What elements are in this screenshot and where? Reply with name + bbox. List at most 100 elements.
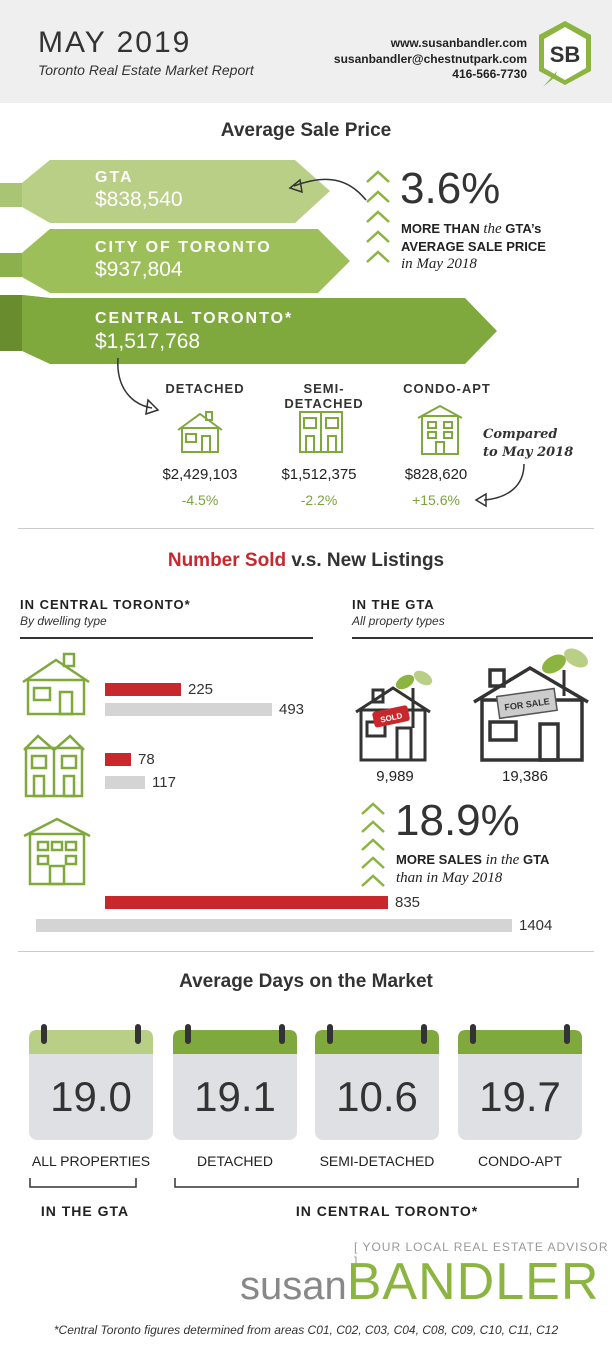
caption-gta: GTA [522, 852, 550, 867]
bar-listings-semi-detached [105, 776, 145, 789]
price-banners [0, 160, 497, 364]
banner-value-central: $1,517,768 [95, 330, 201, 353]
bar-listings-detached [105, 703, 272, 716]
gta-banner-shape [22, 160, 330, 223]
calendar-value: 19.7 [479, 1073, 561, 1120]
compared-note-line1: Compared [483, 427, 558, 442]
sold-house-icon: SOLD [355, 670, 433, 762]
section-divider [18, 528, 594, 529]
dwelling-label-condo: CONDO-APT [403, 381, 491, 396]
caption-in-may: in May 2018 [401, 256, 477, 272]
title-vs-listings: v.s. New Listings [291, 550, 445, 571]
header-band [0, 0, 612, 103]
detached-house-icon [22, 652, 90, 716]
calendar-icon [315, 1024, 439, 1140]
sales-caption: MORE SALES in the GTA than in May 2018 [396, 851, 549, 887]
caption-more-sales: MORE SALES [396, 852, 482, 867]
compared-arrow-icon [474, 463, 525, 508]
calendar-label: DETACHED [197, 1153, 273, 1169]
bar-sold-semi-detached [105, 753, 131, 766]
sold-listings-title: Number Sold v.s. New Listings [0, 550, 612, 572]
dwelling-price-semi: $1,512,375 [281, 466, 357, 483]
avg-price-title: Average Sale Price [220, 120, 392, 141]
advisor-tagline: [ YOUR LOCAL REAL ESTATE ADVISOR ] [354, 1240, 609, 1268]
caption-in-the: in the [485, 852, 520, 868]
central-subheading: By dwelling type [20, 614, 107, 628]
gta-sold-number: 9,989 [376, 768, 414, 785]
central-banner-shape [22, 295, 497, 364]
dwelling-change-condo: +15.6% [412, 492, 460, 508]
calendar-icon [173, 1024, 297, 1140]
banner-label-city: CITY OF TORONTO [95, 239, 272, 256]
calendar-value: 10.6 [336, 1073, 418, 1120]
contact-block: www.susanbandler.com susanbandler@chestn… [334, 36, 527, 83]
caption-avg-sale-price: AVERAGE SALE PRICE [401, 239, 546, 254]
bracket-label-gta: IN THE GTA [40, 1203, 130, 1219]
calendar-value: 19.0 [50, 1073, 132, 1120]
brackets [29, 1178, 579, 1188]
dwelling-label-detached: DETACHED [165, 381, 245, 396]
banner-value-gta: $838,540 [95, 188, 183, 211]
semi-detached-house-icon [23, 734, 85, 798]
banner-label-central: CENTRAL TORONTO* [95, 310, 294, 327]
banner-label-gta: GTA [95, 169, 134, 186]
gta-heading: IN THE GTA [352, 597, 435, 612]
semi-detached-house-icon [299, 411, 343, 453]
compared-note-line2: to May 2018 [483, 445, 574, 460]
calendar-label: ALL PROPERTIES [31, 1153, 151, 1169]
condo-building-icon [23, 817, 91, 886]
condo-building-icon [417, 404, 463, 455]
calendar-value: 19.1 [194, 1073, 276, 1120]
bar-listings-value-semi-detached: 117 [152, 774, 176, 791]
caption-gtas: GTA’s [505, 221, 542, 236]
for-sale-house-icon: FOR SALE [473, 648, 589, 762]
calendar-label: SEMI-DETACHED [319, 1153, 435, 1169]
gta-subheading: All property types [352, 614, 445, 628]
calendar-icon [458, 1024, 582, 1140]
bracket-label-central: IN CENTRAL TORONTO* [295, 1203, 479, 1219]
calendar-label: CONDO-APT [478, 1153, 562, 1169]
dwelling-change-detached: -4.5% [181, 492, 219, 508]
dwelling-label-semi: SEMI-DETACHED [284, 381, 364, 411]
caption-than-may: than in May 2018 [396, 870, 503, 886]
city-banner-shape [22, 229, 350, 293]
dwelling-price-condo: $828,620 [404, 466, 468, 483]
report-title: MAY 2019 [38, 26, 192, 59]
bar-sold-value-semi-detached: 78 [138, 751, 155, 768]
sb-logo-icon: SB [539, 21, 591, 87]
price-caption: MORE THAN the GTA’s AVERAGE SALE PRICE i… [401, 220, 546, 273]
sales-pct: 18.9% [395, 796, 520, 845]
price-pct: 3.6% [400, 164, 501, 213]
title-number-sold: Number Sold [167, 550, 287, 571]
bar-sold-value-detached: 225 [188, 681, 214, 698]
curved-arrow-icon [288, 178, 367, 201]
detached-house-icon [177, 411, 223, 453]
bar-sold-detached [105, 683, 181, 696]
brand-wordmark: susanBANDLER [240, 1252, 599, 1325]
website-link[interactable]: www.susanbandler.com [390, 36, 527, 50]
days-title: Average Days on the Market [179, 971, 433, 992]
bar-listings-value-detached: 493 [279, 701, 305, 718]
section-divider [18, 951, 594, 952]
brand-last: BANDLER [346, 1253, 600, 1311]
phone-number: 416-566-7730 [452, 67, 527, 81]
gta-listings-number: 19,386 [502, 768, 548, 785]
dwelling-change-semi: -2.2% [300, 492, 338, 508]
bar-listings-value-condo-apt: 1404 [519, 917, 553, 934]
banner-value-city: $937,804 [95, 258, 183, 281]
caption-more-than: MORE THAN [401, 221, 480, 236]
email-link[interactable]: susanbandler@chestnutpark.com [333, 51, 527, 66]
calendar-icon [29, 1024, 153, 1140]
bar-sold-value-condo-apt: 835 [395, 894, 421, 911]
brand-first: susan [240, 1264, 347, 1308]
caption-the: the [483, 221, 502, 237]
bar-sold-condo-apt [105, 896, 388, 909]
bar-listings-condo-apt [36, 919, 512, 932]
central-underline [20, 637, 313, 639]
chevrons-up-icon [366, 170, 390, 263]
central-heading: IN CENTRAL TORONTO* [20, 597, 191, 612]
down-arrow-icon [117, 357, 160, 416]
report-subtitle: Toronto Real Estate Market Report [38, 62, 254, 78]
chevrons-up-icon [361, 802, 385, 887]
svg-text:SB: SB [550, 42, 581, 67]
